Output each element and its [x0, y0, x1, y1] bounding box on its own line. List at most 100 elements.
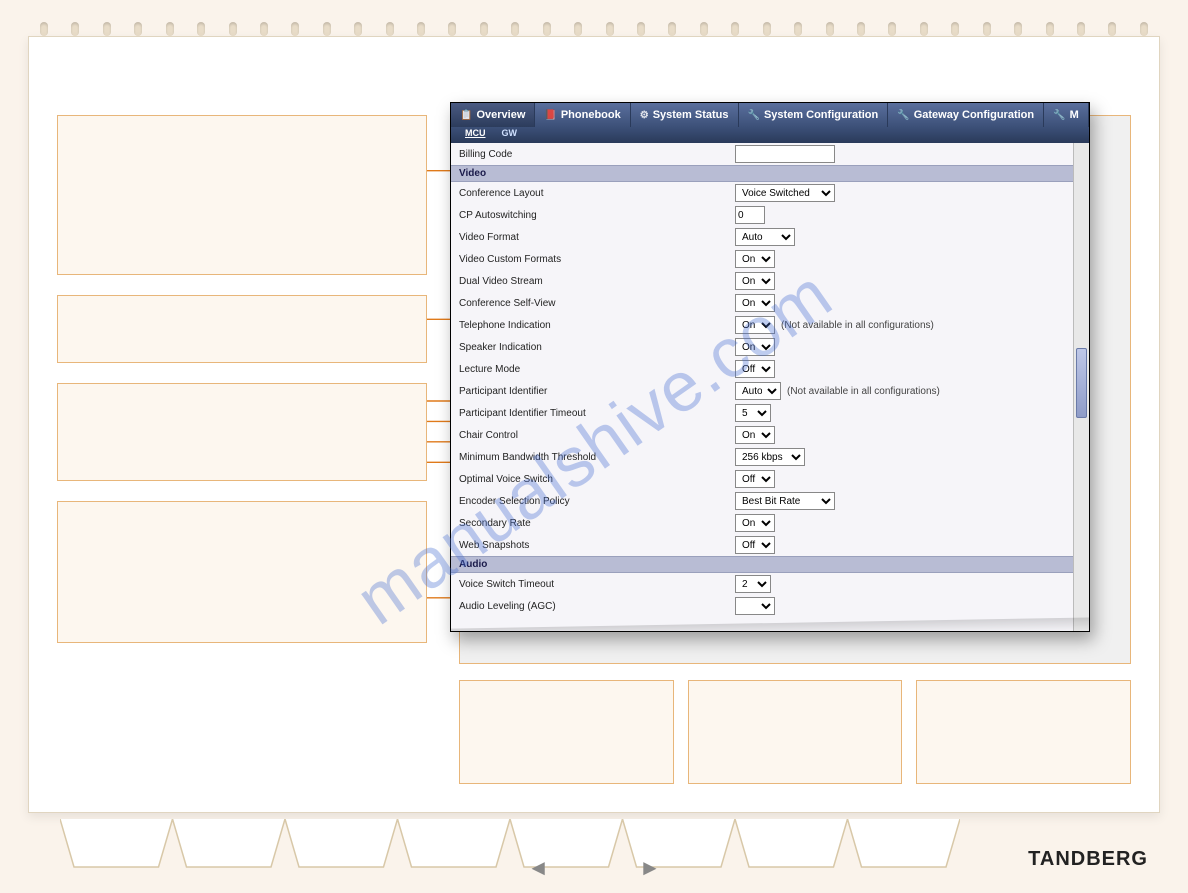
tab-m[interactable]: 🔧M: [1044, 103, 1089, 127]
row-control: On: [735, 514, 775, 532]
tab-label: System Configuration: [764, 109, 878, 121]
row-label: Minimum Bandwidth Threshold: [459, 452, 735, 463]
subtab-gw[interactable]: GW: [494, 127, 526, 143]
config-row: Conference LayoutVoice Switched: [451, 182, 1089, 204]
conference-self-view-select[interactable]: On: [735, 294, 775, 312]
left-box-1: [57, 115, 427, 275]
audio-leveling-agc--select[interactable]: [735, 597, 775, 615]
row-note: (Not available in all configurations): [781, 320, 934, 331]
row-control: [735, 206, 765, 224]
tab-icon: 🔧: [897, 110, 909, 121]
participant-identifier-select[interactable]: Auto: [735, 382, 781, 400]
config-row: Billing Code: [451, 143, 1089, 165]
left-column: [57, 115, 427, 664]
row-control: Off: [735, 470, 775, 488]
scrollbar-thumb[interactable]: [1076, 348, 1087, 418]
tab-phonebook[interactable]: 📕 Phonebook: [535, 103, 630, 127]
cp-autoswitching-input[interactable]: [735, 206, 765, 224]
tab-label: System Status: [653, 109, 729, 121]
tab-icon: 🔧: [748, 110, 760, 121]
row-control: Auto (Not available in all configurations…: [735, 382, 940, 400]
section-header-audio: Audio: [451, 556, 1089, 573]
row-label: Participant Identifier Timeout: [459, 408, 735, 419]
row-label: Conference Layout: [459, 188, 735, 199]
config-row: Audio Leveling (AGC): [451, 595, 1089, 617]
config-screenshot: 📋Overview 📕 Phonebook ⚙ System Status 🔧 System…: [450, 102, 1090, 632]
voice-switch-timeout-select[interactable]: 2: [735, 575, 771, 593]
next-arrow-icon[interactable]: ►: [639, 855, 661, 881]
video-custom-formats-select[interactable]: On: [735, 250, 775, 268]
row-control: Best Bit Rate: [735, 492, 835, 510]
left-box-3: [57, 383, 427, 481]
tab-icon: 📕: [544, 110, 556, 121]
web-snapshots-select[interactable]: Off: [735, 536, 775, 554]
prev-arrow-icon[interactable]: ◄: [527, 855, 549, 881]
config-row: Optimal Voice SwitchOff: [451, 468, 1089, 490]
row-label: Encoder Selection Policy: [459, 496, 735, 507]
tab-label: Overview: [476, 109, 525, 121]
tab-gateway-configuration[interactable]: 🔧 Gateway Configuration: [888, 103, 1044, 127]
left-box-4: [57, 501, 427, 643]
participant-identifier-timeout-select[interactable]: 5: [735, 404, 771, 422]
row-label: Video Format: [459, 232, 735, 243]
config-row: Minimum Bandwidth Threshold256 kbps: [451, 446, 1089, 468]
tab-label: Gateway Configuration: [914, 109, 1034, 121]
tab-bar: 📋Overview 📕 Phonebook ⚙ System Status 🔧 System…: [451, 103, 1089, 127]
minimum-bandwidth-threshold-select[interactable]: 256 kbps: [735, 448, 805, 466]
telephone-indication-select[interactable]: On: [735, 316, 775, 334]
config-row: Secondary RateOn: [451, 512, 1089, 534]
row-control: 5: [735, 404, 771, 422]
tab-overview[interactable]: 📋Overview: [451, 103, 535, 127]
row-label: Speaker Indication: [459, 342, 735, 353]
row-control: On: [735, 338, 775, 356]
config-row: Video Custom FormatsOn: [451, 248, 1089, 270]
row-label: CP Autoswitching: [459, 210, 735, 221]
scrollbar[interactable]: [1073, 143, 1089, 631]
footer-tabs: [60, 819, 960, 875]
row-label: Telephone Indication: [459, 320, 735, 331]
speaker-indication-select[interactable]: On: [735, 338, 775, 356]
dual-video-stream-select[interactable]: On: [735, 272, 775, 290]
tab-system-configuration[interactable]: 🔧 System Configuration: [739, 103, 889, 127]
left-box-2: [57, 295, 427, 363]
config-row: CP Autoswitching: [451, 204, 1089, 226]
subtab-bar: MCUGW: [451, 127, 1089, 143]
config-row: Dual Video StreamOn: [451, 270, 1089, 292]
tab-label: M: [1070, 109, 1079, 121]
chair-control-select[interactable]: On: [735, 426, 775, 444]
section-header-video: Video: [451, 165, 1089, 182]
subtab-mcu[interactable]: MCU: [457, 127, 494, 143]
row-label: Lecture Mode: [459, 364, 735, 375]
billing-code-input[interactable]: [735, 145, 835, 163]
row-control: On: [735, 426, 775, 444]
bottom-box-3: [916, 680, 1131, 784]
config-row: Lecture ModeOff: [451, 358, 1089, 380]
video-format-select[interactable]: Auto: [735, 228, 795, 246]
conference-layout-select[interactable]: Voice Switched: [735, 184, 835, 202]
row-control: [735, 597, 775, 615]
row-label: Secondary Rate: [459, 518, 735, 529]
tab-icon: 🔧: [1053, 110, 1065, 121]
row-label: Web Snapshots: [459, 540, 735, 551]
row-control: On: [735, 294, 775, 312]
encoder-selection-policy-select[interactable]: Best Bit Rate: [735, 492, 835, 510]
row-note: (Not available in all configurations): [787, 386, 940, 397]
row-label: Dual Video Stream: [459, 276, 735, 287]
config-row: Voice Switch Timeout2: [451, 573, 1089, 595]
config-row: Video FormatAuto: [451, 226, 1089, 248]
optimal-voice-switch-select[interactable]: Off: [735, 470, 775, 488]
bottom-box-1: [459, 680, 674, 784]
row-control: Off: [735, 536, 775, 554]
row-control: On: [735, 272, 775, 290]
brand-logo: TANDBERG: [1028, 848, 1148, 871]
tab-label: Phonebook: [561, 109, 621, 121]
config-row: Participant IdentifierAuto(Not available…: [451, 380, 1089, 402]
row-control: On (Not available in all configurations): [735, 316, 934, 334]
secondary-rate-select[interactable]: On: [735, 514, 775, 532]
row-control: Off: [735, 360, 775, 378]
tab-icon: ⚙: [640, 110, 649, 121]
row-label: Chair Control: [459, 430, 735, 441]
row-label: Billing Code: [459, 149, 735, 160]
tab-system-status[interactable]: ⚙ System Status: [631, 103, 739, 127]
lecture-mode-select[interactable]: Off: [735, 360, 775, 378]
